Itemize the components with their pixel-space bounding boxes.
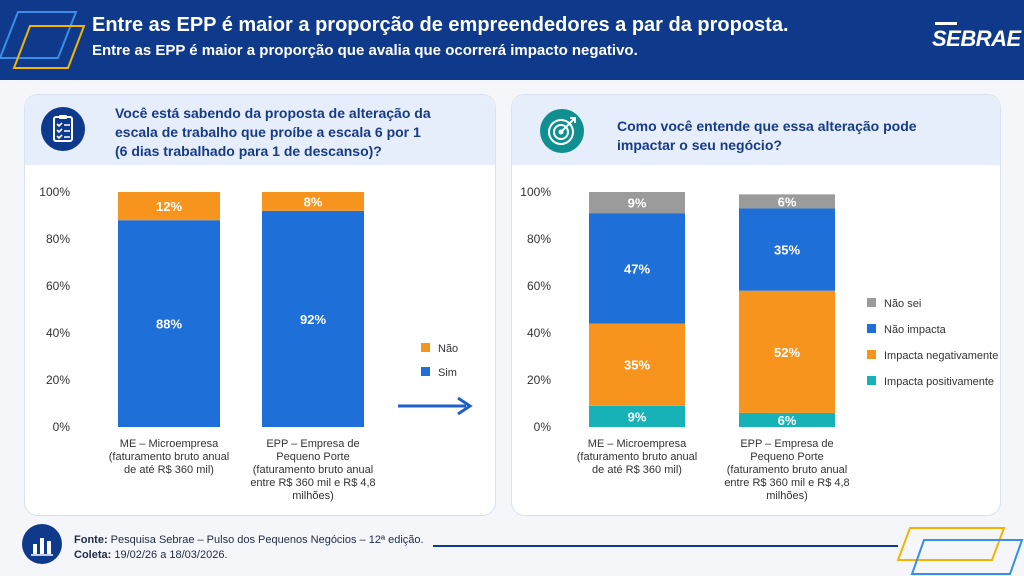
left-question-line-2: escala de trabalho que proíbe a escala 6… [115,124,421,140]
data-label: 92% [300,312,326,327]
x-category-label: (faturamento bruto anual [727,464,847,476]
y-tick-label: 60% [46,279,70,293]
right-question-line-2: impactar o seu negócio? [617,137,782,153]
x-category-label: (faturamento bruto anual [577,451,697,463]
x-category-label: Pequeno Porte [276,451,349,463]
bar-segment [118,192,220,221]
right-question-line-1: Como você entende que essa alteração pod… [617,118,917,134]
bar-segment [118,220,220,427]
left-panel: Você está sabendo da proposta de alteraç… [24,94,496,516]
legend-label: Impacta negativamente [884,350,998,362]
legend-swatch [867,298,876,307]
data-label: 6% [778,194,797,209]
page-subtitle: Entre as EPP é maior a proporção que ava… [92,42,638,59]
y-tick-label: 0% [53,420,71,434]
bar-chart-icon [22,524,62,564]
left-question-line-3: (6 dias trabalhado para 1 de descanso)? [115,143,382,159]
y-tick-label: 60% [527,279,551,293]
right-question: Como você entende que essa alteração pod… [617,117,987,155]
bar-segment [262,210,364,427]
data-label: 9% [628,409,647,424]
data-label: 9% [628,196,647,211]
y-tick-label: 80% [46,232,70,246]
left-question: Você está sabendo da proposta de alteraç… [115,104,485,161]
bar-segment [739,290,835,413]
footer-source: Fonte: Pesquisa Sebrae – Pulso dos Peque… [74,533,424,563]
legend-swatch [867,376,876,385]
footer-divider [433,545,898,547]
legend-label: Não sei [884,298,921,310]
y-tick-label: 20% [527,373,551,387]
legend-swatch [421,367,430,376]
legend-label: Não [438,343,458,355]
page-title: Entre as EPP é maior a proporção de empr… [92,14,789,36]
legend-label: Impacta positivamente [884,376,994,388]
x-category-label: (faturamento bruto anual [109,451,229,463]
bar-segment [589,323,685,406]
legend-swatch [867,324,876,333]
decorative-footer-parallelograms [896,527,1024,575]
chart-awareness: 0% 20% 40% 60% 80% 100% 88% 12% ME – Microempres… [39,185,458,502]
x-category-label: de até R$ 360 mil) [124,464,214,476]
y-tick-label: 20% [46,373,70,387]
source-label: Fonte: [74,534,108,546]
period-text: 19/02/26 a 18/03/2026. [111,549,228,561]
sebrae-logo: SEBRAE [932,26,1021,51]
data-label: 35% [624,358,650,373]
target-arrow-icon [540,109,584,153]
data-label: 12% [156,199,182,214]
legend-swatch [421,343,430,352]
x-category-label: milhões) [766,490,808,502]
right-question-header [512,95,1000,165]
bar-segment [739,194,835,209]
data-label: 35% [774,243,800,258]
data-label: 47% [624,261,650,276]
y-tick-label: 100% [520,185,551,199]
y-tick-label: 100% [39,185,70,199]
left-question-header [25,95,495,165]
y-tick-label: 0% [534,420,552,434]
legend-label: Não impacta [884,324,947,336]
legend-label: Sim [438,367,457,379]
x-category-label: entre R$ 360 mil e R$ 4,8 [724,477,849,489]
x-category-label: milhões) [292,490,334,502]
data-label: 6% [778,413,797,428]
header: Entre as EPP é maior a proporção de empr… [0,0,1024,80]
bar-segment [589,192,685,214]
period-label: Coleta: [74,549,112,561]
x-category-label: de até R$ 360 mil) [592,464,682,476]
bar-segment [739,208,835,291]
x-category-label: EPP – Empresa de [740,438,833,450]
data-label: 8% [304,194,323,209]
x-category-label: (faturamento bruto anual [253,464,373,476]
x-category-label: ME – Microempresa [588,438,687,450]
y-tick-label: 80% [527,232,551,246]
y-tick-label: 40% [46,326,70,340]
right-arrow-icon [398,396,473,416]
clipboard-checklist-icon [41,107,85,151]
left-question-line-1: Você está sabendo da proposta de alteraç… [115,105,431,121]
legend-swatch [867,350,876,359]
bar-segment [739,412,835,427]
y-tick-label: 40% [527,326,551,340]
x-category-label: entre R$ 360 mil e R$ 4,8 [250,477,375,489]
chart-impact: 0% 20% 40% 60% 80% 100% 9% 35% 47% 9% ME – Microem… [520,185,998,502]
decorative-parallelograms [0,11,86,69]
data-label: 88% [156,317,182,332]
source-text: Pesquisa Sebrae – Pulso dos Pequenos Neg… [107,534,424,546]
logo-bar [935,22,957,25]
bar-segment [589,405,685,427]
bar-segment [589,213,685,324]
x-category-label: EPP – Empresa de [266,438,359,450]
x-category-label: Pequeno Porte [750,451,823,463]
x-category-label: ME – Microempresa [120,438,219,450]
bar-segment [262,192,364,211]
data-label: 52% [774,345,800,360]
